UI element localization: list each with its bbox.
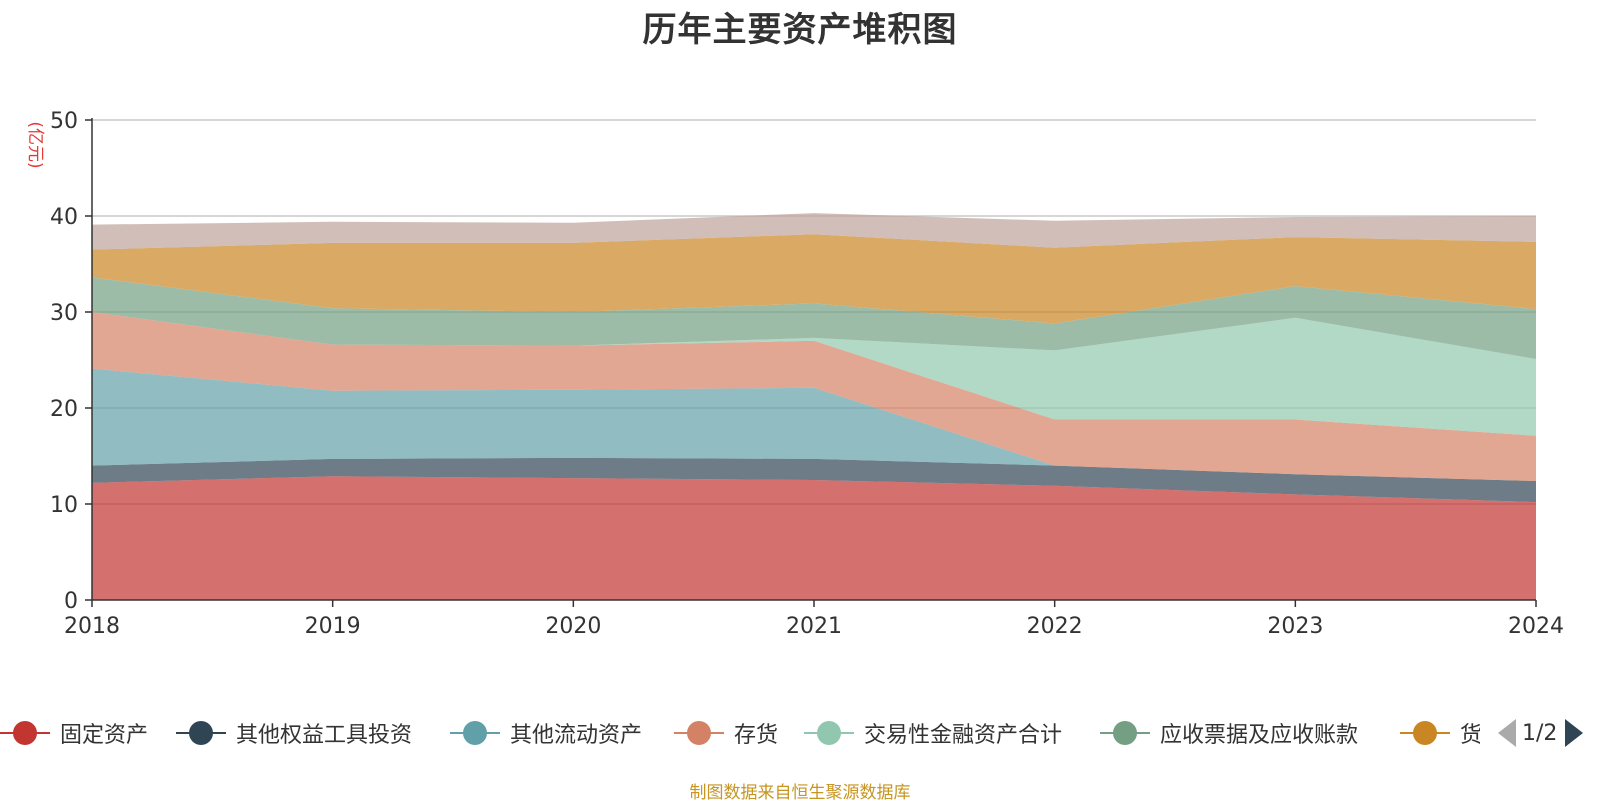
legend-pager: 1/2: [1498, 713, 1584, 753]
legend-item-5[interactable]: 应收票据及应收账款: [1100, 713, 1358, 753]
area-series-3[interactable]: [92, 312, 1536, 481]
x-tick-label: 2024: [1508, 614, 1564, 639]
y-tick-label: 30: [50, 301, 78, 326]
chart-legend: 固定资产 其他权益工具投资 其他流动资产 存货 交易性金融资产合计 应收票据及应收账款 货: [0, 713, 1480, 753]
legend-item-2[interactable]: 其他流动资产: [450, 713, 642, 753]
legend-marker-icon: [176, 718, 226, 748]
area-series-2[interactable]: [92, 368, 1536, 481]
y-tick-label: 0: [64, 589, 78, 614]
legend-label: 存货: [734, 723, 779, 748]
legend-item-1[interactable]: 其他权益工具投资: [176, 713, 412, 753]
y-tick-label: 10: [50, 493, 78, 518]
legend-label: 其他权益工具投资: [236, 723, 413, 748]
legend-prev-arrow-icon[interactable]: [1498, 719, 1516, 747]
y-axis-label: (亿元): [25, 121, 45, 168]
area-series-6[interactable]: [92, 234, 1536, 324]
legend-item-4[interactable]: 交易性金融资产合计: [804, 713, 1062, 753]
x-tick-label: 2018: [64, 614, 120, 639]
legend-marker-icon: [0, 718, 50, 748]
x-tick-label: 2023: [1267, 614, 1323, 639]
legend-label: 固定资产: [60, 723, 149, 748]
legend-marker-icon: [1100, 718, 1150, 748]
area-series-1[interactable]: [92, 457, 1536, 503]
legend-marker-icon: [1400, 718, 1450, 748]
axes: 0 10 20 30 40 50 2018 2019 2020 2021 2022 2023 2024: [50, 109, 1564, 639]
legend-next-arrow-icon[interactable]: [1565, 719, 1584, 747]
area-series-4[interactable]: [92, 312, 1536, 436]
legend-marker-icon: [674, 718, 724, 748]
area-series-0[interactable]: [92, 476, 1536, 600]
legend-item-0[interactable]: 固定资产: [0, 713, 148, 753]
x-tick-label: 2022: [1027, 614, 1083, 639]
area-series-7[interactable]: [92, 213, 1536, 250]
legend-label: 交易性金融资产合计: [864, 723, 1063, 748]
legend-label: 应收票据及应收账款: [1160, 723, 1359, 748]
x-tick-label: 2021: [786, 614, 842, 639]
y-tick-label: 20: [50, 397, 78, 422]
legend-item-6[interactable]: 货: [1400, 713, 1480, 753]
data-source-note: 制图数据来自恒生聚源数据库: [689, 783, 911, 803]
area-series: [92, 213, 1536, 600]
legend-marker-icon: [804, 718, 854, 748]
x-tick-label: 2019: [305, 614, 361, 639]
y-tick-label: 40: [50, 205, 78, 230]
chart-title: 历年主要资产堆积图: [642, 10, 958, 50]
legend-page-indicator: 1/2: [1522, 720, 1558, 746]
legend-marker-icon: [450, 718, 500, 748]
legend-label: 货: [1460, 723, 1480, 748]
y-tick-label: 50: [50, 109, 78, 134]
legend-item-3[interactable]: 存货: [674, 713, 778, 753]
area-series-5[interactable]: [92, 277, 1536, 359]
x-tick-label: 2020: [545, 614, 601, 639]
legend-label: 其他流动资产: [510, 723, 643, 748]
